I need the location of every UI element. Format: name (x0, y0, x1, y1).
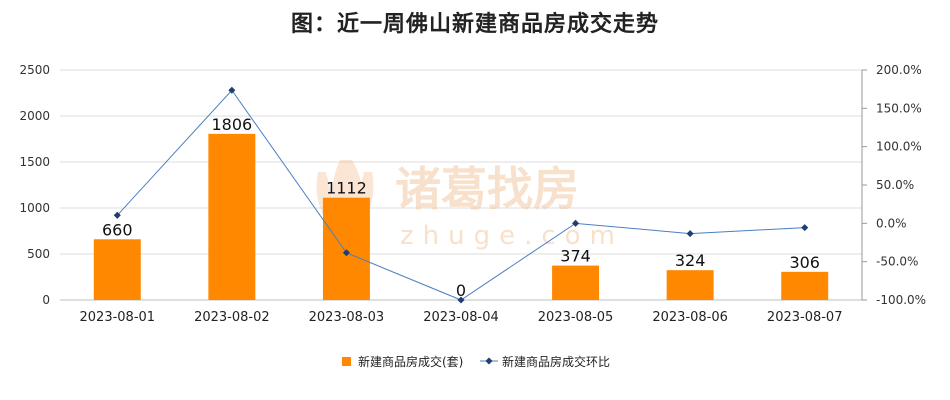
bar-value-label: 306 (789, 253, 820, 272)
y-right-tick-label: 200.0% (876, 63, 922, 77)
line-point (342, 249, 350, 257)
legend-label-bar: 新建商品房成交(套) (358, 354, 463, 369)
y-right-tick-label: 150.0% (876, 101, 922, 115)
bar-value-label: 1112 (326, 179, 367, 198)
bar-value-label: 660 (102, 220, 133, 239)
line-point (572, 219, 580, 227)
bar (781, 271, 829, 300)
chart-title: 图：近一周佛山新建商品房成交走势 (290, 12, 659, 37)
legend: 新建商品房成交(套) 新建商品房成交环比 (342, 354, 610, 369)
y-right-tick-label: 0.0% (876, 216, 907, 230)
watermark-brand: 诸葛找房 (395, 162, 579, 216)
y-right-tick-label: 50.0% (876, 178, 914, 192)
y-left-tick-label: 2000 (19, 109, 50, 123)
bar (93, 239, 141, 300)
line-point (801, 224, 809, 232)
bar-value-label: 374 (560, 247, 591, 266)
line-point (457, 296, 465, 304)
x-tick-label: 2023-08-05 (538, 310, 614, 325)
axes: 0 500 1000 1500 2000 2500 -100.0% -50.0% 0.0% 50.… (19, 63, 926, 325)
bar (208, 133, 256, 300)
bar (666, 270, 714, 300)
x-tick-label: 2023-08-04 (423, 310, 499, 325)
y-left-tick-label: 1000 (19, 201, 50, 215)
x-tick-label: 2023-08-01 (80, 310, 156, 325)
bar-value-label: 324 (675, 251, 706, 270)
bar-series (93, 133, 829, 300)
y-right-tick-label: 100.0% (876, 140, 922, 154)
x-tick-label: 2023-08-02 (194, 310, 270, 325)
watermark-domain: zhuge.com (400, 221, 624, 251)
bar (552, 265, 600, 300)
bar (322, 197, 370, 300)
x-tick-label: 2023-08-07 (767, 310, 843, 325)
bar-value-label: 1806 (211, 115, 252, 134)
bar-value-label: 0 (456, 281, 466, 300)
y-left-tick-label: 1500 (19, 155, 50, 169)
line-series (113, 86, 809, 304)
legend-label-line: 新建商品房成交环比 (502, 354, 610, 369)
y-right-tick-label: -50.0% (876, 255, 918, 269)
x-tick-label: 2023-08-06 (652, 310, 728, 325)
x-tick-label: 2023-08-03 (309, 310, 385, 325)
legend-swatch-marker (485, 357, 493, 365)
y-left-tick-label: 0 (42, 293, 50, 307)
line-point (228, 86, 236, 94)
line-point (686, 230, 694, 238)
line-point (113, 211, 121, 219)
y-left-tick-label: 2500 (19, 63, 50, 77)
legend-swatch-bar (342, 357, 351, 366)
y-left-tick-label: 500 (27, 247, 50, 261)
data-labels: 660 1806 1112 0 374 324 306 (102, 115, 820, 300)
y-right-tick-label: -100.0% (876, 293, 926, 307)
